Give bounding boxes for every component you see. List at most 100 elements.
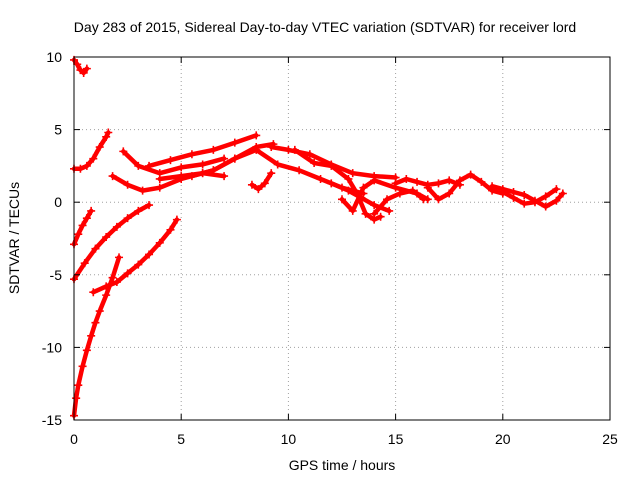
data-point [187, 172, 196, 181]
data-point [552, 196, 561, 205]
y-tick-label: 10 [46, 49, 62, 65]
series-line [121, 149, 227, 176]
series-track-6 [89, 215, 181, 297]
data-point [145, 161, 154, 170]
data-point [95, 307, 104, 316]
data-point [370, 209, 379, 218]
series-track-5 [70, 253, 124, 420]
data-point [74, 381, 83, 390]
series-line [249, 170, 274, 192]
data-point [82, 64, 91, 73]
data-point [79, 68, 88, 77]
data-point [108, 273, 117, 282]
data-point [254, 185, 263, 194]
data-point [327, 161, 336, 170]
data-point [102, 291, 111, 300]
axis-ticks [73, 56, 611, 421]
data-point [74, 230, 83, 239]
data-point [327, 179, 336, 188]
data-point [134, 260, 143, 269]
data-point [108, 172, 117, 181]
data-point [134, 206, 143, 215]
data-point [220, 154, 229, 163]
data-point [76, 164, 85, 173]
data-point [172, 215, 181, 224]
series-track-8 [119, 147, 229, 178]
data-point [72, 394, 81, 403]
x-tick-label: 10 [281, 431, 297, 447]
data-point [273, 160, 282, 169]
data-point [187, 150, 196, 159]
x-tick-label: 15 [388, 431, 404, 447]
data-point [267, 169, 276, 178]
series-track-21 [498, 185, 561, 208]
series-track-9 [145, 131, 261, 170]
data-point [348, 169, 357, 178]
data-point [166, 156, 175, 165]
data-point [305, 150, 314, 159]
data-point [338, 195, 346, 204]
data-point [247, 180, 256, 189]
data-point [123, 269, 132, 278]
data-point [155, 183, 164, 192]
data-point [91, 318, 100, 327]
data-point [402, 174, 411, 183]
series-track-4 [70, 201, 154, 284]
data-point [361, 209, 370, 218]
data-point [408, 186, 417, 195]
data-point [395, 189, 404, 198]
data-point [290, 145, 299, 154]
data-point [419, 195, 428, 204]
y-tick-label: -15 [42, 412, 62, 428]
y-tick-label: 0 [54, 194, 62, 210]
data-point [348, 206, 357, 215]
data-point [434, 195, 443, 204]
x-tick-label: 0 [70, 431, 78, 447]
y-tick-label: -5 [50, 267, 63, 283]
data-point [112, 222, 121, 231]
data-point [466, 170, 475, 179]
data-point [123, 214, 132, 223]
data-point [509, 193, 518, 202]
data-point [413, 177, 422, 186]
data-point [445, 176, 454, 185]
data-point [316, 174, 325, 183]
data-point [155, 174, 164, 183]
series-line [425, 172, 506, 202]
data-point [112, 278, 121, 287]
data-point [134, 161, 143, 170]
series-track-17 [370, 186, 428, 218]
data-point [552, 185, 561, 194]
data-point [252, 131, 261, 140]
data-point [82, 346, 91, 355]
data-point [230, 138, 239, 147]
data-point [89, 154, 98, 163]
x-tick-label: 25 [602, 431, 618, 447]
data-point [177, 172, 186, 181]
data-point [359, 183, 368, 192]
data-point [520, 190, 529, 199]
data-point [82, 214, 91, 223]
data-point [310, 158, 319, 167]
data-point [530, 198, 539, 207]
data-point [95, 143, 104, 152]
x-axis-label: GPS time / hours [289, 457, 396, 473]
data-point [344, 186, 353, 195]
data-point [558, 189, 567, 198]
series-line [500, 186, 559, 206]
data-point [488, 182, 497, 191]
data-point [541, 202, 550, 211]
data-point [370, 176, 379, 185]
x-tick-label: 20 [495, 431, 511, 447]
data-point [73, 60, 82, 69]
axis-tick-labels: 0 5 10 15 20 25 -15 -10 -5 0 5 10 [42, 49, 618, 447]
data-point [295, 166, 304, 175]
series-line [71, 202, 152, 282]
data-point [260, 179, 269, 188]
data-point [383, 195, 392, 204]
data-point [477, 177, 486, 186]
data-point [155, 238, 164, 247]
data-point [344, 174, 353, 183]
